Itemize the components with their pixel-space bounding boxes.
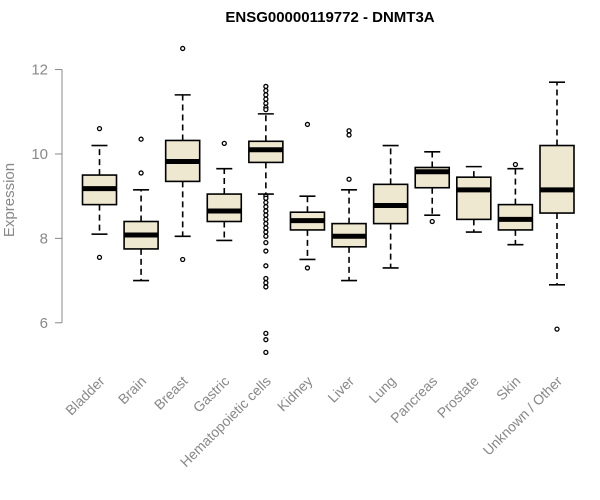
box-breast	[164, 45, 201, 263]
outlier-point	[263, 220, 269, 227]
chart-title: ENSG00000119772 - DNMT3A	[225, 9, 434, 26]
outlier-point	[180, 45, 186, 52]
box-lung	[372, 144, 409, 269]
box-bladder	[81, 125, 118, 261]
outlier-point	[263, 349, 269, 355]
category-label: Unknown / Other	[480, 373, 566, 459]
outlier-point	[263, 92, 269, 98]
category-label: Skin	[493, 373, 524, 404]
iqr-box	[206, 193, 243, 223]
outlier-point	[263, 248, 269, 254]
box-liver	[331, 128, 367, 282]
outlier-point	[263, 337, 269, 343]
outlier-point	[263, 263, 269, 269]
box-gastric	[206, 140, 243, 242]
box-hematopoietic-cells	[248, 83, 284, 355]
outlier-point	[263, 280, 269, 286]
outlier-point	[221, 140, 227, 147]
outlier-point	[263, 208, 269, 214]
outlier-point	[346, 132, 352, 138]
outlier-point	[263, 100, 269, 106]
outlier-point	[263, 195, 269, 201]
category-label: Bladder	[62, 373, 108, 419]
outlier-point	[263, 284, 269, 290]
outlier-point	[263, 225, 269, 231]
category-label: Prostate	[434, 373, 482, 421]
box-group	[81, 45, 575, 355]
y-tick-label: 6	[40, 315, 48, 332]
outlier-point	[263, 87, 269, 94]
outlier-point	[263, 212, 269, 218]
outlier-point	[96, 254, 103, 261]
category-label: Kidney	[274, 373, 316, 415]
category-label: Breast	[151, 373, 191, 413]
y-tick-label: 8	[40, 230, 48, 247]
outlier-point	[96, 125, 103, 132]
iqr-box	[539, 144, 575, 214]
outlier-point	[263, 204, 269, 210]
outlier-point	[263, 239, 269, 246]
y-axis-label: Expression	[1, 163, 18, 237]
outlier-point	[429, 218, 435, 225]
outlier-point	[263, 216, 269, 223]
outlier-point	[263, 96, 269, 102]
y-axis: 6 8 10 12	[31, 62, 63, 332]
outlier-point	[263, 106, 269, 113]
box-skin	[497, 161, 534, 246]
iqr-box	[456, 176, 492, 221]
box-kidney	[289, 121, 326, 271]
outlier-point	[304, 265, 311, 271]
y-tick-label: 10	[31, 146, 48, 163]
outlier-point	[138, 136, 144, 142]
outlier-point	[512, 161, 519, 168]
outlier-point	[346, 128, 352, 134]
outlier-point	[304, 121, 311, 128]
outlier-point	[263, 199, 269, 206]
category-label: Lung	[365, 373, 398, 406]
box-unknown-other	[539, 81, 575, 332]
outlier-point	[138, 170, 144, 176]
outlier-point	[263, 83, 269, 90]
outlier-point	[263, 275, 269, 282]
outlier-point	[554, 326, 560, 332]
box-prostate	[456, 165, 492, 233]
box-pancreas	[414, 151, 451, 225]
outlier-point	[263, 330, 269, 336]
y-tick-label: 12	[31, 62, 48, 79]
category-label: Liver	[324, 373, 357, 406]
outlier-point	[346, 176, 352, 182]
outlier-point	[180, 256, 186, 263]
category-label: Brain	[115, 373, 149, 407]
outlier-point	[263, 229, 269, 235]
box-brain	[123, 136, 159, 282]
outlier-point	[263, 233, 269, 239]
